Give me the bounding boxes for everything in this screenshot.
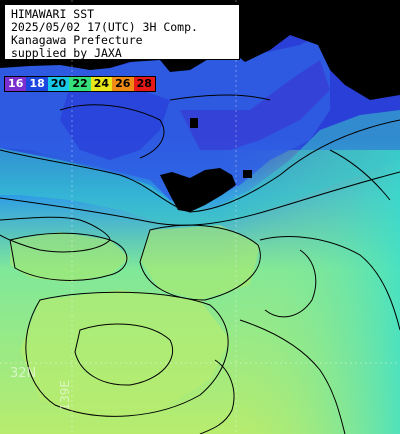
title-product: HIMAWARI SST	[11, 7, 95, 21]
title-region: Kanagawa Prefecture	[11, 33, 143, 47]
legend-item-24: 24	[90, 77, 113, 91]
land-izu	[160, 168, 236, 212]
cold-water-region	[0, 30, 330, 205]
warm-core-south	[20, 290, 230, 420]
legend-item-18: 18	[26, 77, 48, 91]
title-box: HIMAWARI SST 2025/05/02 17(UTC) 3H Comp.…	[4, 4, 240, 60]
latitude-label: 32N	[10, 366, 37, 381]
legend-item-22: 22	[69, 77, 91, 91]
island-1	[190, 118, 198, 128]
temperature-legend: 16 18 20 22 24 26 28	[4, 76, 156, 92]
island-2	[243, 170, 252, 178]
legend-item-26: 26	[112, 77, 134, 91]
sst-contours	[0, 94, 400, 434]
bay-cold-region	[180, 60, 330, 150]
cyan-band	[0, 110, 400, 228]
title-timestamp: 2025/05/02 17(UTC) 3H Comp.	[11, 20, 198, 34]
warm-core-west	[10, 232, 130, 282]
longitude-label: 139E	[58, 380, 72, 411]
deep-cold-region	[60, 85, 170, 160]
legend-item-28: 28	[133, 77, 155, 91]
title-source: supplied by JAXA	[11, 46, 122, 60]
warm-core-center	[140, 225, 260, 300]
legend-item-16: 16	[5, 77, 27, 91]
legend-item-20: 20	[47, 77, 70, 91]
